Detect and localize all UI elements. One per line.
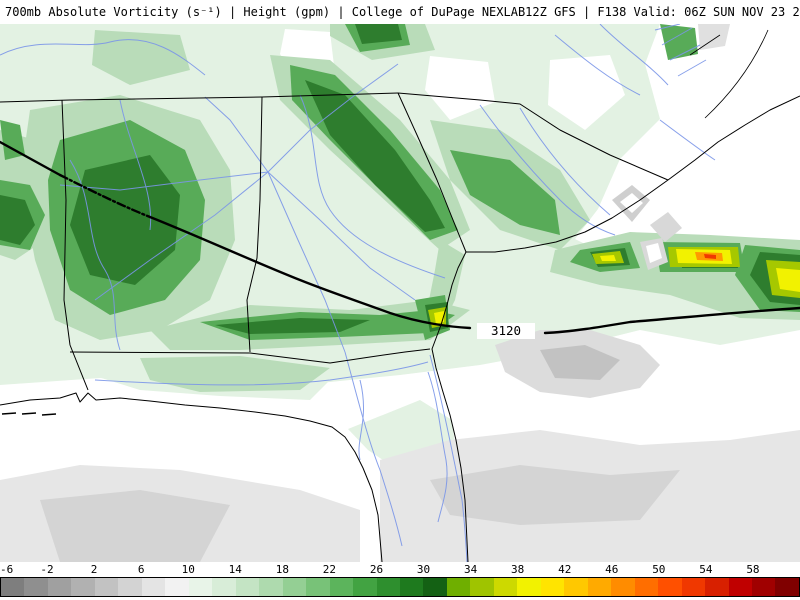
- colorbar-segment: [540, 578, 565, 596]
- colorbar-segment: [634, 578, 659, 596]
- colorbar-segment: [564, 578, 588, 596]
- colorbar-segment: [47, 578, 72, 596]
- colorbar-segment: [259, 578, 283, 596]
- colorbar-tick-label: 54: [699, 563, 713, 576]
- colorbar-segment: [71, 578, 95, 596]
- rivers-and-roads: [0, 24, 716, 562]
- colorbar-segment: [165, 578, 189, 596]
- colorbar-segment: [611, 578, 635, 596]
- colorbar-segment: [1, 578, 25, 596]
- colorbar-tick-label: 2: [90, 563, 98, 576]
- map-canvas: 3120: [0, 24, 800, 562]
- colorbar-tick-label: 10: [181, 563, 195, 576]
- title-bar: 700mb Absolute Vorticity (s⁻¹) | Height …: [0, 0, 800, 24]
- colorbar-segment: [446, 578, 471, 596]
- colorbar-segment: [493, 578, 518, 596]
- colorbar-tick-label: -6: [0, 563, 14, 576]
- colorbar-tick-label: 6: [137, 563, 145, 576]
- colorbar-segment: [306, 578, 330, 596]
- colorbar-segment: [24, 578, 48, 596]
- colorbar-segment: [705, 578, 729, 596]
- colorbar-segment: [353, 578, 377, 596]
- colorbar-segment: [775, 578, 799, 596]
- colorbar-tick-label: 50: [652, 563, 666, 576]
- colorbar-segment: [282, 578, 307, 596]
- colorbar-tick-label: 34: [463, 563, 478, 576]
- vorticity-fill: [0, 24, 800, 562]
- contour-label-backing: [477, 323, 535, 339]
- weather-map: 3120: [0, 24, 800, 562]
- height-contour: [0, 140, 800, 335]
- colorbar: [0, 577, 800, 597]
- colorbar-ticks: -6 -2 2 6 10 14 18 22 26 30 34 38 42 46 50 54 58: [0, 562, 800, 577]
- colorbar-tick-label: 18: [275, 563, 289, 576]
- colorbar-segment: [728, 578, 752, 596]
- colorbar-segment: [376, 578, 400, 596]
- colorbar-tick-label: 58: [746, 563, 760, 576]
- colorbar-segment: [118, 578, 142, 596]
- colorbar-segment: [658, 578, 682, 596]
- colorbar-tick-label: 30: [416, 563, 431, 576]
- colorbar-segment: [470, 578, 494, 596]
- colorbar-segment: [517, 578, 541, 596]
- colorbar-segment: [188, 578, 213, 596]
- product-title: 700mb Absolute Vorticity (s⁻¹) | Height …: [5, 5, 526, 19]
- colorbar-tick-label: 38: [511, 563, 525, 576]
- colorbar-segment: [587, 578, 612, 596]
- colorbar-segment: [212, 578, 236, 596]
- height-contour-label-group: 3120: [477, 323, 535, 339]
- colorbar-section: -6 -2 2 6 10 14 18 22 26 30 34 38 42 46 50 54 58: [0, 562, 800, 600]
- colorbar-segment: [752, 578, 776, 596]
- colorbar-tick-label: 26: [369, 563, 384, 576]
- model-run-info: 12Z GFS | F138 Valid: 06Z SUN NOV 23 202…: [525, 5, 800, 19]
- state-borders: [0, 92, 669, 391]
- colorbar-segment: [423, 578, 447, 596]
- colorbar-tick-label: 14: [228, 563, 242, 576]
- colorbar-segment: [141, 578, 166, 596]
- colorbar-segment: [399, 578, 424, 596]
- colorbar-tick-label: -2: [40, 563, 54, 576]
- colorbar-segment: [235, 578, 260, 596]
- colorbar-segment: [681, 578, 706, 596]
- colorbar-segment: [94, 578, 119, 596]
- barrier-islands: [1, 29, 769, 416]
- coastline: [0, 95, 800, 562]
- colorbar-tick-label: 46: [605, 563, 619, 576]
- colorbar-segment: [329, 578, 354, 596]
- colorbar-tick-label: 22: [322, 563, 337, 576]
- colorbar-tick-label: 42: [558, 563, 572, 576]
- height-contour-label: 3120: [491, 323, 521, 338]
